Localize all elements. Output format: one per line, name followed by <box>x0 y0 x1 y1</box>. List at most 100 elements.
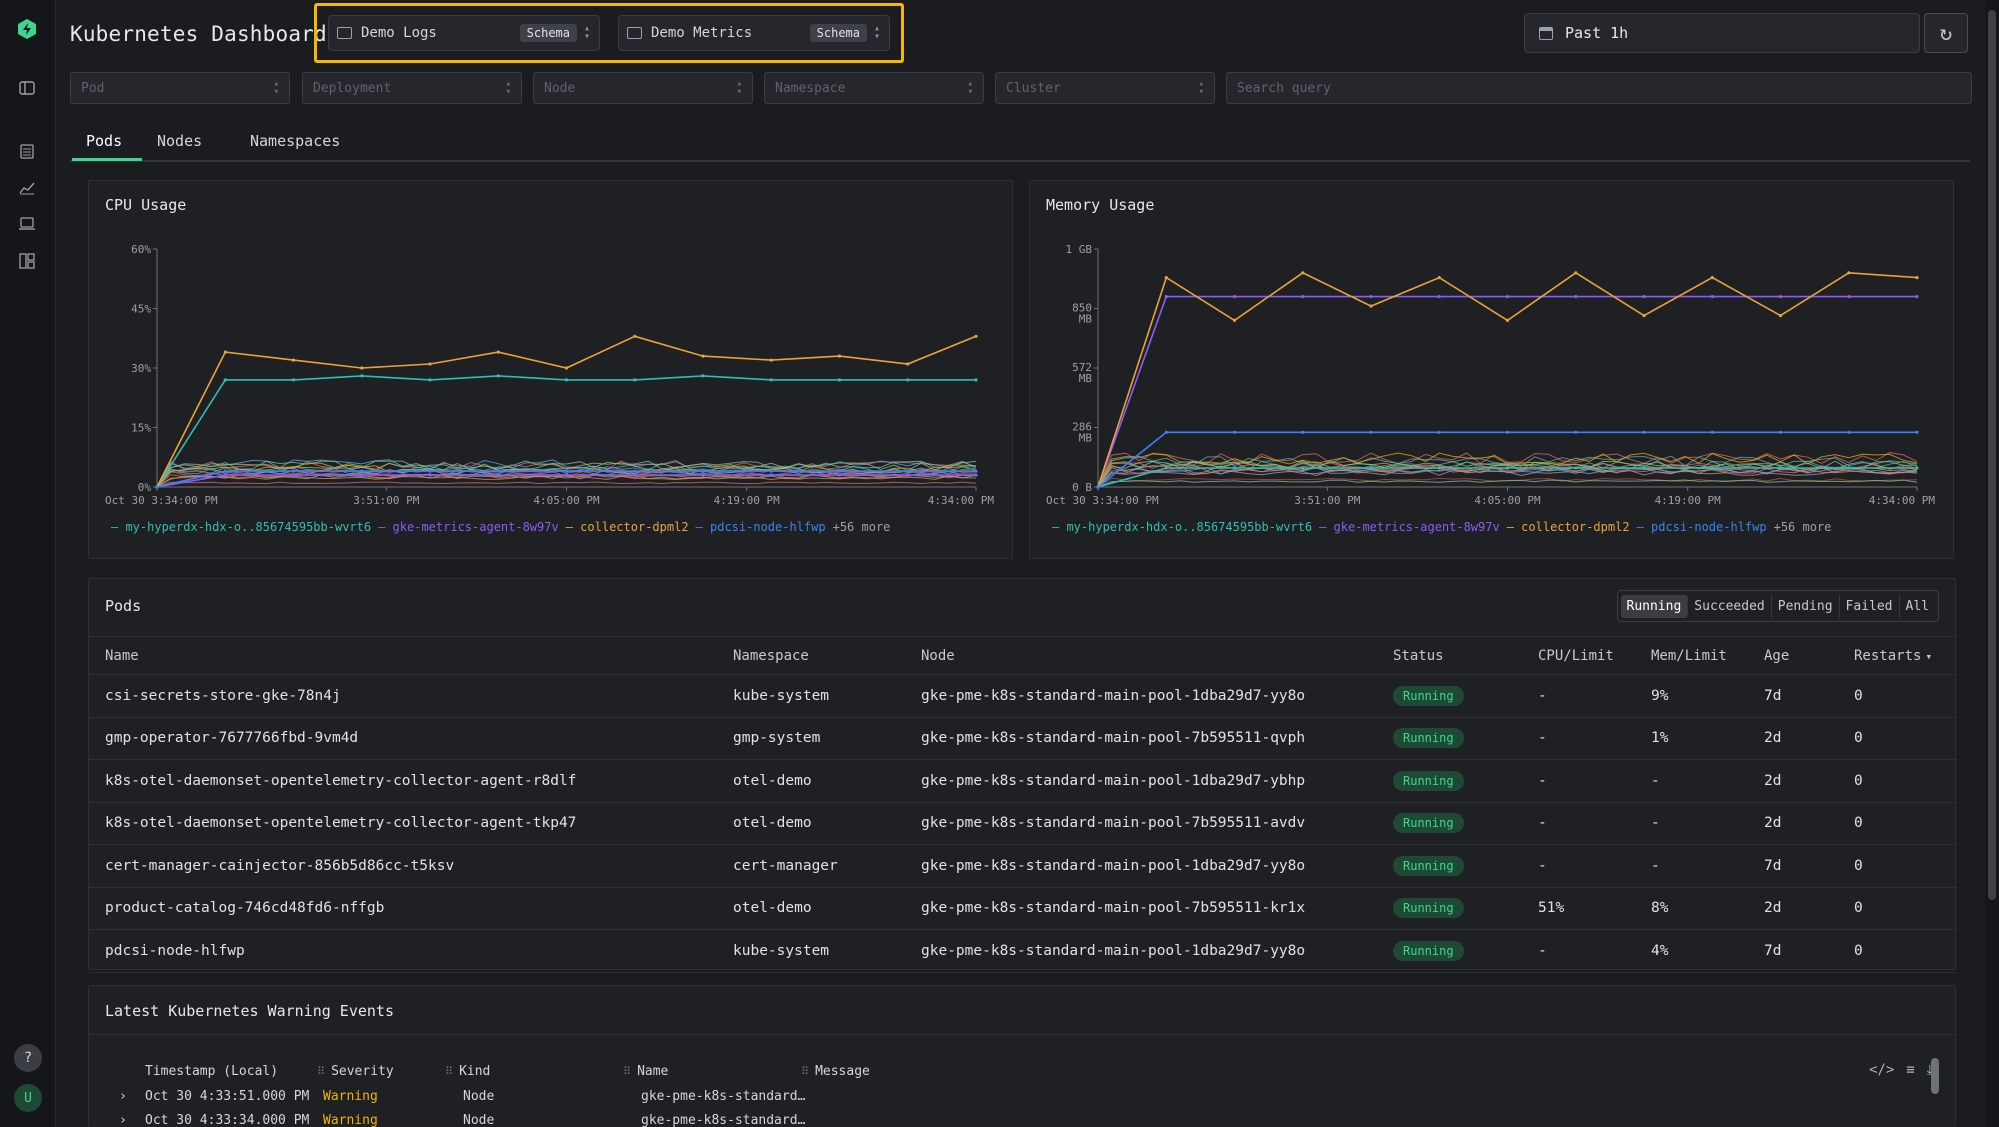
data-point[interactable] <box>1915 295 1919 299</box>
pods-col-name[interactable]: Name <box>89 636 717 675</box>
data-point[interactable] <box>155 485 159 489</box>
events-col-kind[interactable]: ⠿ Kind <box>445 1064 490 1079</box>
data-point[interactable] <box>1232 430 1237 434</box>
data-point[interactable] <box>291 469 296 473</box>
data-point[interactable] <box>1778 314 1783 318</box>
pod-row[interactable]: pdcsi-node-hlfwp kube-system gke-pme-k8s-s… <box>89 929 1957 973</box>
data-point[interactable] <box>837 378 842 382</box>
legend-item[interactable]: — collector-dpml2 <box>1506 520 1630 534</box>
data-point[interactable] <box>837 354 842 358</box>
drag-handle-icon[interactable]: ⠿ <box>623 1065 632 1078</box>
legend-item[interactable]: — pdcsi-node-hlfwp <box>1636 520 1767 534</box>
data-point[interactable] <box>564 378 569 382</box>
data-point[interactable] <box>1915 276 1919 280</box>
data-point[interactable] <box>974 334 978 338</box>
pods-col-mem-limit[interactable]: Mem/Limit <box>1635 636 1748 675</box>
data-point[interactable] <box>564 469 569 473</box>
drag-handle-icon[interactable]: ⠿ <box>445 1065 454 1078</box>
pod-row[interactable]: gmp-operator-7677766fbd-9vm4d gmp-system g… <box>89 717 1957 760</box>
metrics-source-select[interactable]: Demo Metrics Schema ▴ ▾ <box>618 15 890 51</box>
data-point[interactable] <box>1847 271 1851 275</box>
data-point[interactable] <box>1778 430 1783 434</box>
data-point[interactable] <box>769 378 773 382</box>
legend-more-button[interactable]: +56 more <box>1773 520 1832 534</box>
data-point[interactable] <box>1915 466 1919 470</box>
chart-explorer-icon[interactable] <box>16 177 38 199</box>
drag-handle-icon[interactable]: ⠿ <box>801 1065 810 1078</box>
data-point[interactable] <box>1710 295 1714 299</box>
sidebar-toggle-icon[interactable] <box>16 77 38 99</box>
events-col-timestamp[interactable]: Timestamp (Local) <box>145 1064 278 1079</box>
data-point[interactable] <box>1505 466 1510 470</box>
data-point[interactable] <box>564 473 569 477</box>
data-point[interactable] <box>1369 295 1373 299</box>
pod-row[interactable]: csi-secrets-store-gke-78n4j kube-system gk… <box>89 674 1957 718</box>
pods-col-restarts[interactable]: Restarts ▾ <box>1838 636 1957 675</box>
data-point[interactable] <box>360 366 364 370</box>
pods-col-cpu-limit[interactable]: CPU/Limit <box>1522 636 1635 675</box>
data-point[interactable] <box>837 473 842 477</box>
data-point[interactable] <box>360 473 364 477</box>
data-point[interactable] <box>360 469 364 473</box>
data-point[interactable] <box>564 366 569 370</box>
pod-row[interactable]: k8s-otel-daemonset-opentelemetry-collect… <box>89 759 1957 803</box>
series-line-pdcsi-node-hlfwp[interactable] <box>1097 431 1917 488</box>
events-col-severity[interactable]: ⠿ Severity <box>317 1064 394 1079</box>
data-point[interactable] <box>1778 466 1783 470</box>
data-point[interactable] <box>633 473 637 477</box>
data-point[interactable] <box>1369 430 1373 434</box>
data-point[interactable] <box>769 469 773 473</box>
data-point[interactable] <box>1574 295 1578 299</box>
data-point[interactable] <box>633 334 637 338</box>
data-point[interactable] <box>974 469 978 473</box>
data-point[interactable] <box>428 362 432 366</box>
pod-row[interactable]: k8s-otel-daemonset-opentelemetry-collect… <box>89 802 1957 845</box>
data-point[interactable] <box>974 473 978 477</box>
drag-handle-icon[interactable]: ⠿ <box>317 1065 326 1078</box>
code-icon[interactable]: </> <box>1869 1062 1895 1078</box>
data-point[interactable] <box>1232 295 1237 299</box>
data-point[interactable] <box>1369 304 1373 308</box>
data-point[interactable] <box>1232 318 1237 322</box>
data-point[interactable] <box>428 473 432 477</box>
time-range-picker[interactable]: Past 1h <box>1524 13 1920 53</box>
wrap-lines-icon[interactable]: ≡ <box>1906 1062 1915 1078</box>
data-point[interactable] <box>1096 485 1100 489</box>
data-point[interactable] <box>1574 271 1578 275</box>
legend-item[interactable]: — my-hyperdx-hdx-o..85674595bb-wvrt6 <box>1052 520 1313 534</box>
data-point[interactable] <box>1847 430 1851 434</box>
data-point[interactable] <box>496 469 500 473</box>
expand-chevron-icon[interactable]: › <box>119 1089 127 1104</box>
data-point[interactable] <box>291 473 296 477</box>
data-point[interactable] <box>1574 466 1578 470</box>
data-point[interactable] <box>223 469 227 473</box>
data-point[interactable] <box>1164 276 1168 280</box>
data-point[interactable] <box>1164 430 1168 434</box>
data-point[interactable] <box>428 469 432 473</box>
data-point[interactable] <box>1301 295 1305 299</box>
data-point[interactable] <box>223 473 227 477</box>
data-point[interactable] <box>1232 466 1237 470</box>
legend-item[interactable]: — pdcsi-node-hlfwp <box>695 520 826 534</box>
logs-source-select[interactable]: Demo Logs Schema ▴ ▾ <box>328 15 600 51</box>
data-point[interactable] <box>974 378 978 382</box>
expand-chevron-icon[interactable]: › <box>119 1113 127 1127</box>
data-point[interactable] <box>906 469 910 473</box>
series-line-gke-metrics-agent-8w97v[interactable] <box>1097 295 1917 488</box>
namespace-filter-select[interactable]: Namespace ▴ ▾ <box>764 72 984 104</box>
data-point[interactable] <box>1642 430 1646 434</box>
data-point[interactable] <box>906 378 910 382</box>
data-point[interactable] <box>1847 295 1851 299</box>
data-point[interactable] <box>1505 295 1510 299</box>
data-point[interactable] <box>1574 430 1578 434</box>
data-point[interactable] <box>1710 276 1714 280</box>
download-icon[interactable]: ⤓ <box>1926 1062 1933 1078</box>
cluster-filter-select[interactable]: Cluster ▴ ▾ <box>995 72 1215 104</box>
data-point[interactable] <box>701 354 705 358</box>
data-point[interactable] <box>1437 276 1441 280</box>
pod-row[interactable]: product-catalog-746cd48fd6-nffgb otel-dem… <box>89 887 1957 930</box>
pods-col-node[interactable]: Node <box>905 636 1377 675</box>
data-point[interactable] <box>1369 466 1373 470</box>
dashboards-icon[interactable] <box>16 250 38 272</box>
legend-item[interactable]: — collector-dpml2 <box>565 520 689 534</box>
